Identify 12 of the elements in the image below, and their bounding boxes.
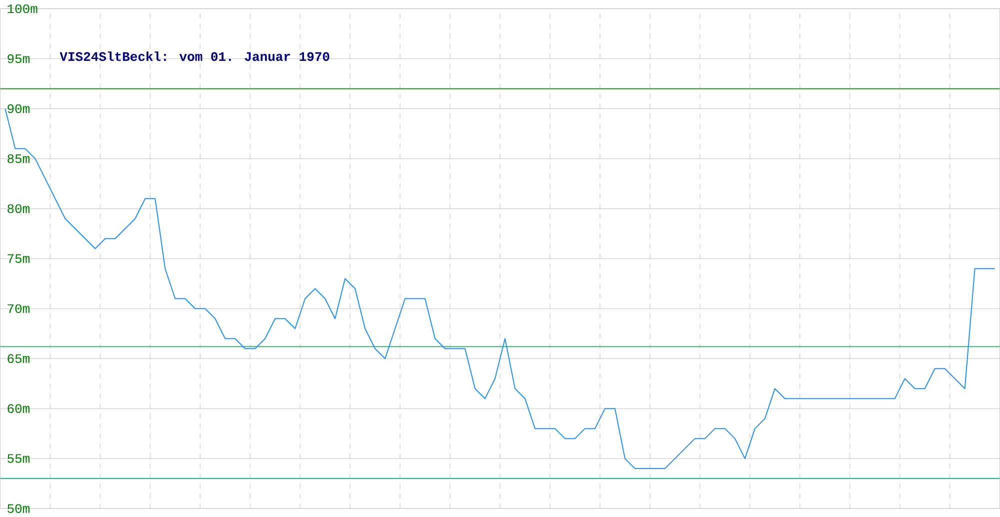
y-tick-label: 60m	[8, 404, 30, 413]
y-tick-label: 50m	[8, 504, 30, 513]
y-tick-label: 55m	[8, 454, 30, 463]
y-tick-label: 75m	[8, 254, 30, 263]
y-tick-label: 70m	[8, 304, 30, 313]
y-tick-label: 90m	[8, 104, 30, 113]
y-tick-label: 95m	[8, 54, 30, 63]
text: VIS24SltBeckl: vom 01. Januar 1970	[60, 51, 330, 61]
y-tick-label: 80m	[8, 204, 30, 213]
y-tick-label: 65m	[8, 354, 30, 363]
y-tick-label: 100m	[8, 4, 38, 13]
y-tick-label: 85m	[8, 154, 30, 163]
